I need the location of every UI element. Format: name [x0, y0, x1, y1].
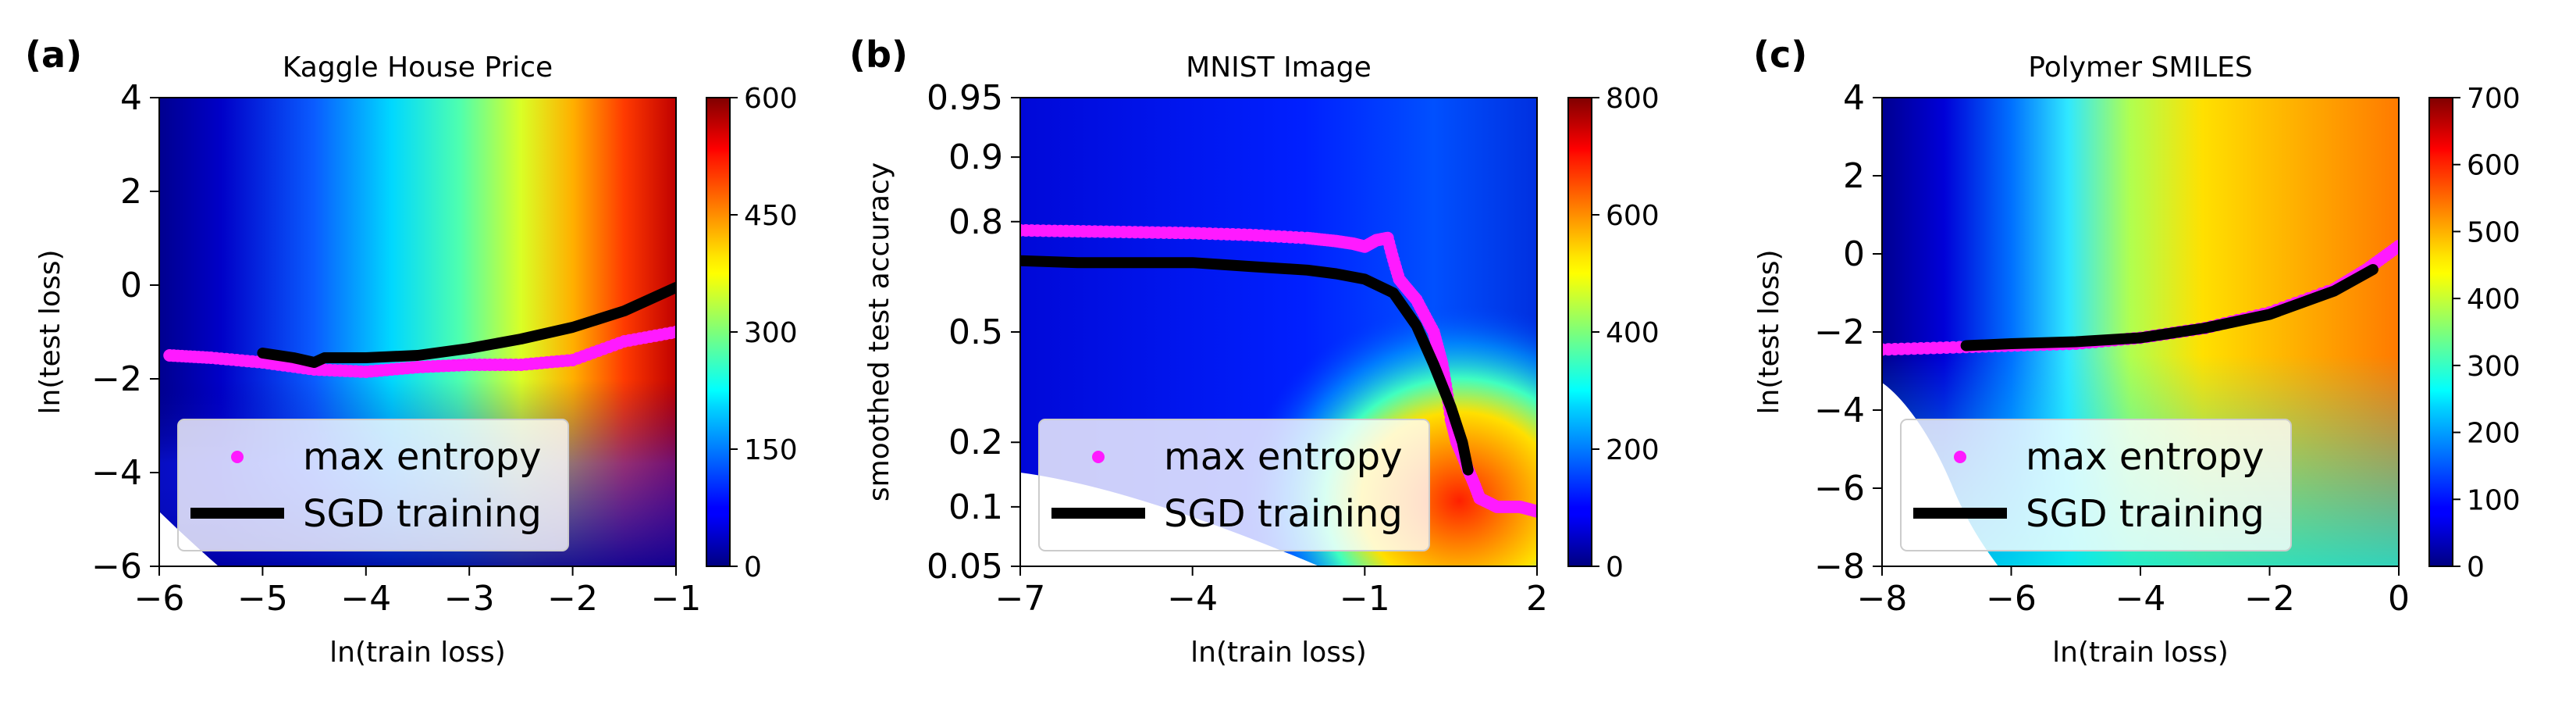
x-tick-label-b: 2 [1526, 579, 1548, 619]
y-tick-label-b: 0.05 [927, 547, 1003, 587]
xlabel-c: ln(train loss) [2052, 637, 2229, 669]
colorbar-tick-label-b: 0 [1606, 551, 1624, 583]
legend-label-sgd-training-a: SGD training [303, 492, 542, 536]
x-tick-label-a: −2 [547, 579, 598, 619]
colorbar-tick-label-a: 450 [744, 200, 798, 232]
sgd-training-line-a [257, 282, 676, 368]
panel-label-c: (c) [1753, 34, 1807, 76]
ylabel-b: smoothed test accuracy [863, 162, 895, 501]
x-tick-label-c: −6 [1986, 579, 2037, 619]
legend-label-max-entropy-b: max entropy [1164, 435, 1403, 479]
x-tick-label-a: −3 [444, 579, 495, 619]
max-entropy-point-a [670, 326, 676, 338]
colorbar-tick-label-c: 400 [2467, 284, 2521, 316]
max-entropy-point-c [2393, 240, 2399, 252]
colorbar-tick-label-a: 600 [744, 83, 798, 115]
colorbar-b [1567, 97, 1592, 567]
x-tick-label-c: −4 [2115, 579, 2166, 619]
panel-c: (c) Polymer SMILES ln(train loss) ln(tes… [1753, 34, 2521, 669]
legend-c: max entropy SGD training [1900, 419, 2292, 551]
y-tick-label-a: −4 [91, 453, 142, 493]
y-tick-label-b: 0.2 [948, 423, 1003, 462]
max-entropy-point-b [1531, 505, 1537, 518]
xlabel-a: ln(train loss) [329, 637, 506, 669]
panel-label-a: (a) [25, 34, 82, 76]
sgd-training-line-c [1960, 264, 2379, 352]
colorbar-tick-label-c: 500 [2467, 216, 2521, 248]
series-layer-c [1882, 240, 2399, 356]
x-tick-label-b: −1 [1340, 579, 1390, 619]
legend-b: max entropy SGD training [1038, 419, 1430, 551]
x-tick-label-c: −8 [1857, 579, 1908, 619]
x-tick-label-a: −1 [651, 579, 702, 619]
colorbar-tick-label-c: 0 [2467, 551, 2485, 583]
legend-marker-max-entropy-a [231, 451, 244, 463]
colorbar-tick-label-c: 600 [2467, 150, 2521, 182]
x-tick-label-c: −2 [2244, 579, 2295, 619]
y-tick-label-a: 2 [120, 172, 142, 212]
y-tick-label-c: −6 [1814, 469, 1865, 509]
y-tick-label-c: −8 [1814, 547, 1865, 587]
colorbar-tick-label-c: 300 [2467, 351, 2521, 383]
panel-b: (b) MNIST Image ln(train loss) smoothed … [849, 34, 1660, 669]
colorbar-a [706, 97, 731, 567]
y-tick-label-a: 4 [120, 78, 142, 118]
colorbar-tick-label-c: 100 [2467, 484, 2521, 516]
y-tick-label-b: 0.9 [948, 137, 1003, 177]
x-tick-label-a: −4 [340, 579, 391, 619]
xlabel-b: ln(train loss) [1190, 637, 1367, 669]
series-layer-b [1020, 223, 1537, 518]
y-tick-label-b: 0.1 [948, 487, 1003, 527]
y-tick-label-a: −2 [91, 359, 142, 399]
colorbar-tick-label-b: 800 [1606, 83, 1660, 115]
legend-a: max entropy SGD training [177, 419, 569, 551]
colorbar-tick-label-c: 200 [2467, 418, 2521, 450]
x-tick-label-b: −7 [995, 579, 1046, 619]
x-tick-label-a: −6 [134, 579, 185, 619]
series-layer-a [163, 282, 676, 378]
colorbar-tick-label-b: 200 [1606, 434, 1660, 466]
y-tick-label-c: 2 [1843, 156, 1865, 196]
legend-label-max-entropy-c: max entropy [2026, 435, 2265, 479]
y-tick-label-c: −4 [1814, 391, 1865, 430]
y-tick-label-b: 0.95 [927, 78, 1003, 118]
legend-marker-max-entropy-b [1092, 451, 1105, 463]
colorbar-c [2428, 97, 2453, 567]
legend-label-sgd-training-c: SGD training [2026, 492, 2265, 536]
y-tick-label-a: −6 [91, 547, 142, 587]
y-tick-label-c: −2 [1814, 312, 1865, 352]
axes-frame-a [158, 97, 677, 567]
colorbar-tick-label-b: 400 [1606, 317, 1660, 349]
panel-a: (a) Kaggle House Price ln(train loss) ln… [25, 34, 798, 669]
legend-marker-max-entropy-c [1954, 451, 1966, 463]
legend-label-max-entropy-a: max entropy [303, 435, 542, 479]
title-c: Polymer SMILES [2028, 52, 2252, 84]
colorbar-tick-label-c: 700 [2467, 83, 2521, 115]
x-tick-label-b: −4 [1167, 579, 1218, 619]
x-tick-label-c: 0 [2388, 579, 2410, 619]
y-tick-label-b: 0.8 [948, 202, 1003, 242]
legend-label-sgd-training-b: SGD training [1164, 492, 1403, 536]
y-tick-label-a: 0 [120, 266, 142, 305]
x-tick-label-a: −5 [237, 579, 288, 619]
colorbar-tick-label-a: 0 [744, 551, 762, 583]
colorbar-tick-label-a: 150 [744, 434, 798, 466]
ylabel-a: ln(test loss) [34, 249, 66, 414]
ylabel-c: ln(test loss) [1753, 249, 1785, 414]
y-tick-label-b: 0.5 [948, 312, 1003, 352]
y-tick-label-c: 0 [1843, 234, 1865, 274]
sgd-training-line-b [1020, 255, 1474, 476]
y-tick-label-c: 4 [1843, 78, 1865, 118]
title-b: MNIST Image [1186, 52, 1372, 84]
panel-label-b: (b) [849, 34, 908, 76]
title-a: Kaggle House Price [283, 52, 553, 84]
colorbar-tick-label-a: 300 [744, 317, 798, 349]
colorbar-tick-label-b: 600 [1606, 200, 1660, 232]
